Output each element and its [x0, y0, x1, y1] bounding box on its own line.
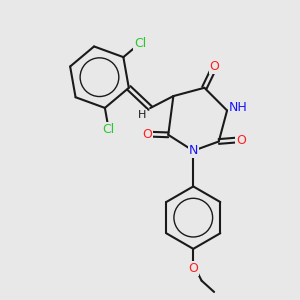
- Text: Cl: Cl: [134, 37, 146, 50]
- Text: H: H: [138, 110, 146, 120]
- Text: O: O: [209, 61, 219, 74]
- Text: NH: NH: [229, 101, 248, 114]
- Text: N: N: [189, 144, 198, 157]
- Text: O: O: [142, 128, 152, 141]
- Text: Cl: Cl: [103, 123, 115, 136]
- Text: O: O: [188, 262, 198, 275]
- Text: O: O: [236, 134, 246, 146]
